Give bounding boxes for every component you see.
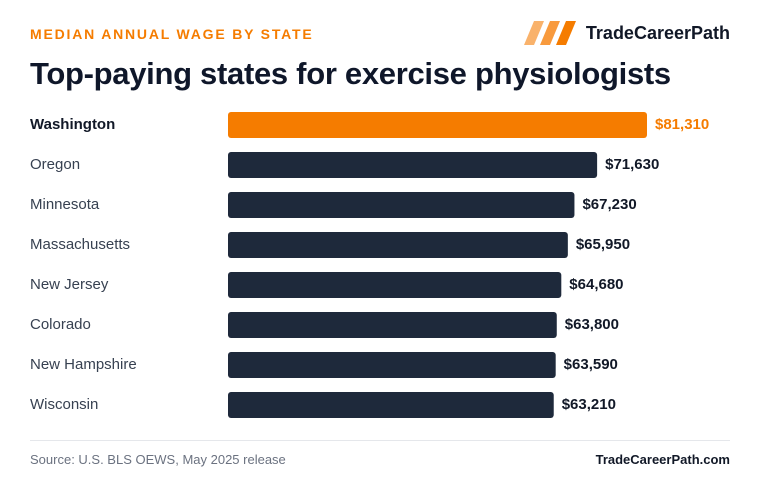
- source-note: Source: U.S. BLS OEWS, May 2025 release: [30, 452, 286, 467]
- brand: TradeCareerPath: [523, 20, 730, 46]
- brand-logo-icon: [523, 21, 576, 45]
- bar: [228, 272, 562, 298]
- bar: [228, 112, 647, 138]
- bar: [228, 192, 575, 218]
- chart-title: Top-paying states for exercise physiolog…: [30, 56, 671, 91]
- value-label: $81,310: [655, 116, 709, 133]
- bar: [228, 312, 557, 338]
- footer-brand: TradeCareerPath.com: [595, 452, 730, 467]
- chart-kicker: MEDIAN ANNUAL WAGE BY STATE: [30, 26, 314, 42]
- value-label: $71,630: [605, 156, 659, 173]
- bar: [228, 352, 556, 378]
- category-label: Washington: [30, 116, 115, 133]
- value-label: $63,210: [562, 396, 616, 413]
- value-label: $63,800: [565, 316, 619, 333]
- bar: [228, 232, 568, 258]
- value-label: $63,590: [564, 356, 618, 373]
- bar: [228, 392, 554, 418]
- brand-name: TradeCareerPath: [585, 22, 730, 43]
- value-label: $67,230: [582, 196, 636, 213]
- category-label: New Hampshire: [30, 356, 137, 373]
- category-label: New Jersey: [30, 276, 109, 293]
- category-label: Massachusetts: [30, 236, 130, 253]
- value-label: $65,950: [576, 236, 630, 253]
- category-label: Minnesota: [30, 196, 100, 213]
- footer-divider: [30, 440, 730, 441]
- value-label: $64,680: [569, 276, 623, 293]
- category-label: Wisconsin: [30, 396, 98, 413]
- category-label: Colorado: [30, 316, 91, 333]
- category-label: Oregon: [30, 156, 80, 173]
- bar: [228, 152, 598, 178]
